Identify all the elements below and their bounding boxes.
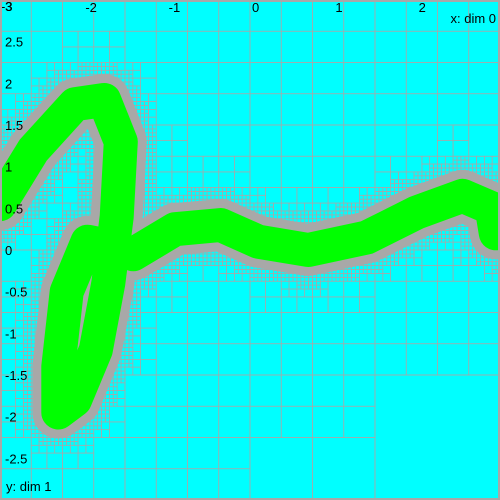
y-tick-label: 1.5 [5,118,23,133]
y-tick-label: 0.5 [5,201,23,216]
x-tick-label: 2 [419,0,426,15]
x-tick-label: -1 [169,0,181,15]
y-tick-label: 3 [5,0,12,14]
y-tick-label: -0.5 [5,285,27,300]
y-tick-label: 2.5 [5,35,23,50]
region-fill [0,83,500,430]
y-tick-label: 2 [5,76,12,91]
y-tick-label: -2 [5,410,17,425]
y-tick-label: 1 [5,160,12,175]
tick-labels: -2 -1 0 1 2 3 2.5 2 1.5 1 0.5 0 -0.5 -1 -1.5 -2 -2.5 [5,0,426,466]
y-tick-label: -1.5 [5,368,27,383]
y-tick-label: -2.5 [5,451,27,466]
x-tick-label: -2 [85,0,97,15]
y-axis-title: y: dim 1 [6,479,52,494]
x-tick-label: 1 [335,0,342,15]
y-tick-label: 0 [5,243,12,258]
region-layer [0,74,500,439]
x-tick-label: 0 [252,0,259,15]
grid-cell [374,374,500,500]
y-tick-label: -1 [5,326,17,341]
x-axis-title: x: dim 0 [450,11,496,26]
corner-label: -3 [1,0,13,14]
